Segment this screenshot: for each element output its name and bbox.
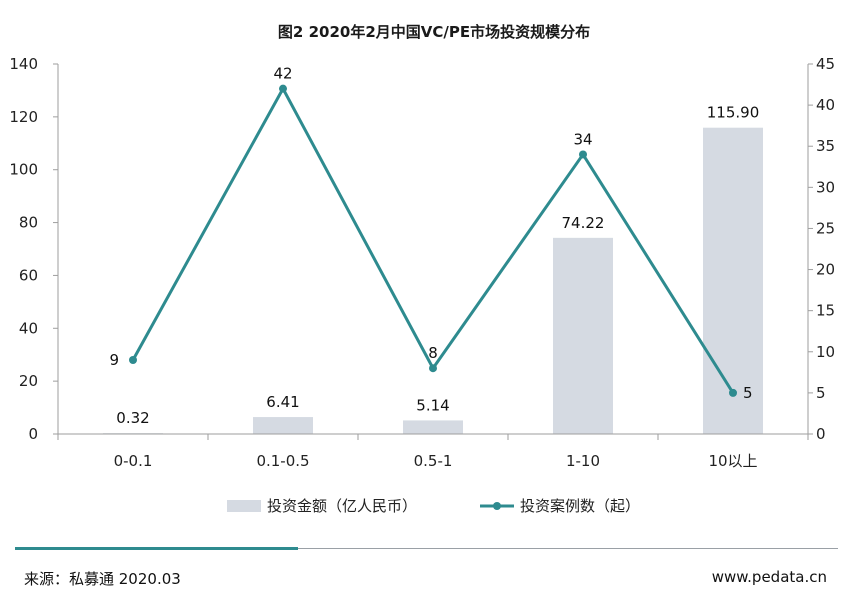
line-point: [129, 356, 137, 364]
bar: [253, 417, 313, 434]
bar-data-label: 0.32: [116, 409, 149, 427]
left-tick-label: 100: [9, 161, 38, 179]
x-tick-label: 0.5-1: [414, 452, 453, 470]
chart-title: 图2 2020年2月中国VC/PE市场投资规模分布: [278, 23, 590, 41]
x-tick-label: 10以上: [708, 452, 757, 470]
right-tick-label: 20: [816, 261, 835, 279]
left-tick-label: 40: [19, 319, 38, 337]
left-tick-label: 80: [19, 214, 38, 232]
bar: [403, 420, 463, 434]
website-link[interactable]: www.pedata.cn: [711, 568, 827, 586]
x-tick-label: 0.1-0.5: [256, 452, 309, 470]
line-point: [579, 150, 587, 159]
bar: [553, 237, 613, 434]
line-series: 9 42 8 34 5: [109, 65, 752, 402]
line-point: [729, 388, 737, 397]
right-tick-label: 45: [816, 55, 835, 73]
right-tick-label: 10: [816, 343, 835, 361]
line-point: [279, 84, 287, 93]
line-data-label: 34: [573, 130, 592, 148]
left-y-axis: 0 20 40 60 80 100 120 140: [9, 55, 59, 443]
left-tick-label: 60: [19, 266, 38, 284]
bar-data-label: 6.41: [266, 393, 299, 411]
bar-data-label: 115.90: [707, 104, 760, 122]
line-data-label: 5: [743, 384, 753, 402]
footer-rule: [298, 548, 838, 549]
right-tick-label: 0: [816, 425, 826, 443]
legend-bar-label: 投资金额（亿人民币）: [267, 497, 417, 515]
left-tick-label: 140: [9, 55, 38, 73]
right-y-axis: 0 5 10 15 20 25 30 35 40 45: [807, 55, 835, 443]
right-tick-label: 40: [816, 96, 835, 114]
right-tick-label: 5: [816, 384, 826, 402]
line-data-label: 8: [428, 344, 438, 362]
bar: [703, 127, 763, 434]
line-data-label: 9: [109, 351, 119, 369]
legend-line-label: 投资案例数（起）: [520, 497, 640, 515]
x-axis: 0-0.1 0.1-0.5 0.5-1 1-10 10以上: [57, 433, 809, 470]
left-tick-label: 20: [19, 372, 38, 390]
x-tick-label: 1-10: [566, 452, 600, 470]
bar-data-label: 5.14: [416, 396, 449, 414]
right-tick-label: 30: [816, 178, 835, 196]
right-tick-label: 35: [816, 137, 835, 155]
legend-bar-swatch: [227, 500, 261, 512]
right-tick-label: 15: [816, 302, 835, 320]
x-tick-label: 0-0.1: [114, 452, 153, 470]
bar-data-label: 74.22: [562, 214, 605, 232]
left-tick-label: 0: [28, 425, 38, 443]
footer-accent-rule: [15, 547, 298, 550]
left-tick-label: 120: [9, 108, 38, 126]
bar-series: 0.32 6.41 5.14 74.22 115.90: [103, 104, 763, 434]
source-note: 来源：私募通 2020.03: [24, 570, 181, 588]
line-point: [429, 364, 437, 373]
legend: 投资金额（亿人民币） 投资案例数（起）: [227, 497, 640, 515]
legend-line-marker: [493, 502, 501, 510]
line-data-label: 42: [273, 65, 292, 83]
right-tick-label: 25: [816, 219, 835, 237]
